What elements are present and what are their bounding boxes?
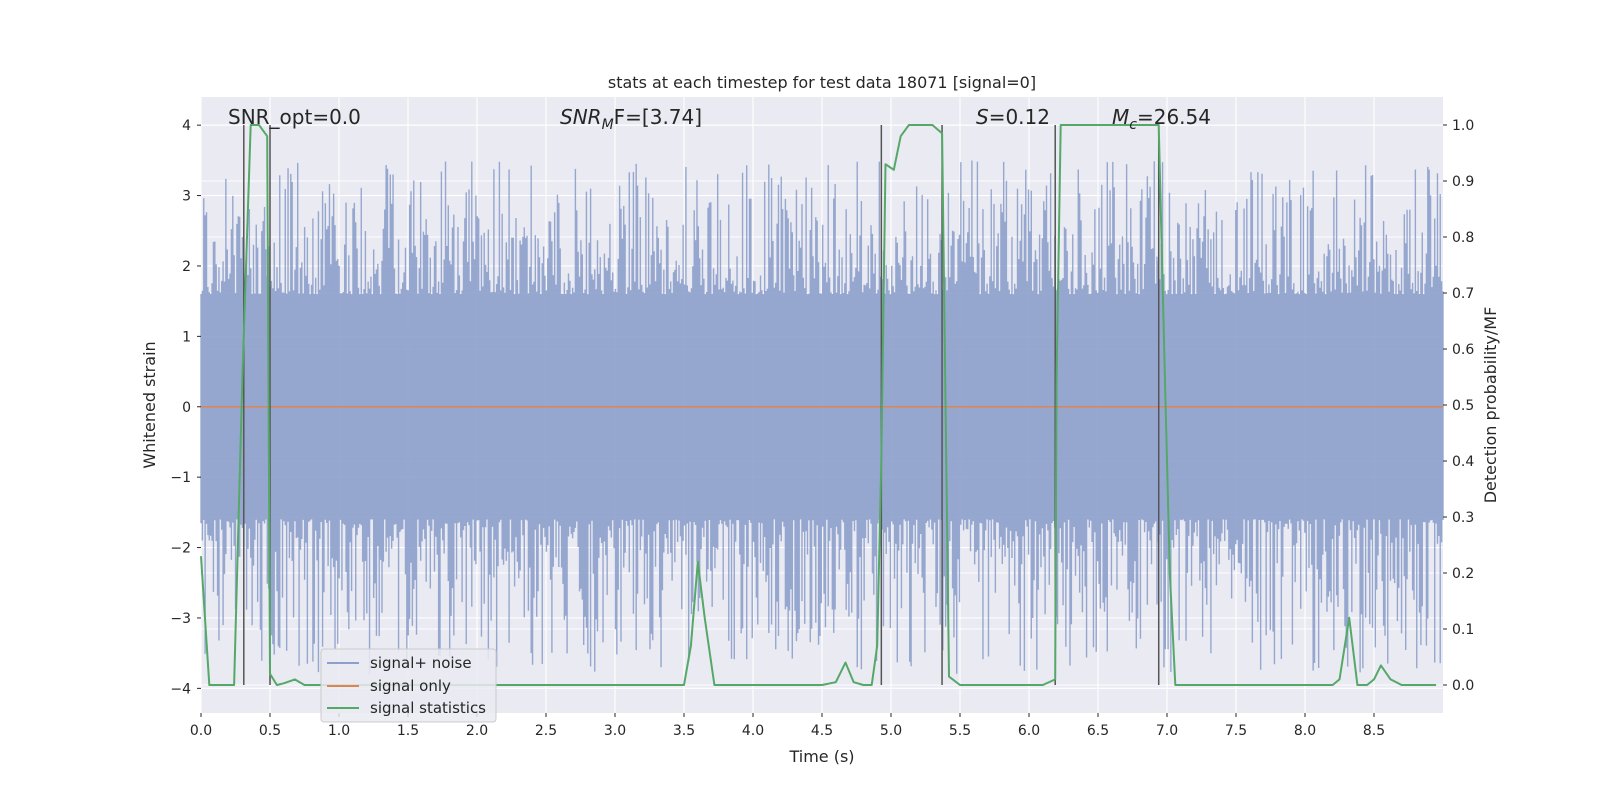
annotation-mc: Mc=26.54 bbox=[1112, 105, 1211, 133]
y-axis-label-right: Detection probability/MF bbox=[1481, 307, 1500, 504]
x-tick-label-17: 8.5 bbox=[1363, 723, 1385, 739]
x-tick-label-4: 2.0 bbox=[466, 723, 488, 739]
y-left-tick-label-5: 1 bbox=[182, 329, 191, 345]
tick-labels: 0.0 0.5 1.0 1.5 2.0 2.5 3.0 3.5 4.0 4.5 5.0 5.5 6.0 6… bbox=[170, 118, 1474, 739]
y-left-tick-label-1: −3 bbox=[170, 611, 191, 627]
x-tick-label-5: 2.5 bbox=[535, 723, 557, 739]
x-tick-label-10: 5.0 bbox=[880, 723, 902, 739]
y-right-tick-label-5: 0.5 bbox=[1452, 398, 1474, 414]
y-left-tick-label-7: 3 bbox=[182, 189, 191, 205]
y-left-tick-label-6: 2 bbox=[182, 259, 191, 275]
annotation-mc-value: =26.54 bbox=[1137, 105, 1211, 129]
annotation-s: S=0.12 bbox=[976, 105, 1050, 129]
y-right-tick-label-7: 0.7 bbox=[1452, 286, 1474, 302]
y-axis-label-left: Whitened strain bbox=[140, 341, 159, 468]
x-axis-label: Time (s) bbox=[788, 747, 854, 766]
y-right-tick-label-1: 0.1 bbox=[1452, 622, 1474, 638]
x-tick-label-3: 1.5 bbox=[397, 723, 419, 739]
legend-label-statistics: signal statistics bbox=[370, 699, 486, 717]
legend-box bbox=[320, 648, 497, 723]
y-left-tick-label-0: −4 bbox=[170, 681, 191, 697]
y-right-tick-label-4: 0.4 bbox=[1452, 454, 1474, 470]
x-tick-label-8: 4.0 bbox=[742, 723, 764, 739]
x-tick-label-12: 6.0 bbox=[1018, 723, 1040, 739]
x-tick-label-6: 3.0 bbox=[604, 723, 626, 739]
x-tick-label-11: 5.5 bbox=[949, 723, 971, 739]
x-tick-label-14: 7.0 bbox=[1156, 723, 1178, 739]
y-right-tick-label-2: 0.2 bbox=[1452, 566, 1474, 582]
annotation-s-label: S bbox=[976, 105, 989, 129]
y-right-tick-label-10: 1.0 bbox=[1452, 118, 1474, 134]
x-tick-label-13: 6.5 bbox=[1087, 723, 1109, 739]
annotation-snr-mf-sub: M bbox=[602, 117, 614, 133]
x-tick-label-2: 1.0 bbox=[328, 723, 350, 739]
y-right-tick-label-3: 0.3 bbox=[1452, 510, 1474, 526]
y-left-tick-label-4: 0 bbox=[182, 400, 191, 416]
y-right-tick-label-6: 0.6 bbox=[1452, 342, 1474, 358]
y-left-tick-label-2: −2 bbox=[170, 541, 191, 557]
chart-title: stats at each timestep for test data 180… bbox=[608, 73, 1036, 92]
x-tick-label-15: 7.5 bbox=[1225, 723, 1247, 739]
annotation-mc-label: M bbox=[1112, 105, 1129, 129]
x-tick-label-0: 0.0 bbox=[190, 723, 212, 739]
x-tick-label-1: 0.5 bbox=[259, 723, 281, 739]
y-right-tick-label-0: 0.0 bbox=[1452, 678, 1474, 694]
statistics-series bbox=[200, 124, 1437, 686]
annotation-snr-mf-base: SNR bbox=[560, 105, 602, 129]
annotation-s-value: =0.12 bbox=[989, 105, 1050, 129]
y-left-tick-label-3: −1 bbox=[170, 470, 191, 486]
annotation-snr-mf-rest: F=[3.74] bbox=[614, 105, 702, 129]
legend: signal+ noise signal only signal statist… bbox=[320, 648, 497, 723]
annotation-mc-sub: c bbox=[1129, 117, 1137, 133]
legend-label-noise: signal+ noise bbox=[370, 654, 472, 672]
y-right-tick-label-8: 0.8 bbox=[1452, 230, 1474, 246]
annotation-snr-opt: SNR_opt=0.0 bbox=[228, 105, 361, 129]
x-tick-label-9: 4.5 bbox=[811, 723, 833, 739]
x-tick-label-16: 8.0 bbox=[1294, 723, 1316, 739]
annotation-snr-mf: SNRMF=[3.74] bbox=[560, 105, 702, 133]
legend-label-signal-only: signal only bbox=[370, 677, 451, 695]
x-tick-label-7: 3.5 bbox=[673, 723, 695, 739]
y-left-tick-label-8: 4 bbox=[182, 118, 191, 134]
y-right-tick-label-9: 0.9 bbox=[1452, 174, 1474, 190]
